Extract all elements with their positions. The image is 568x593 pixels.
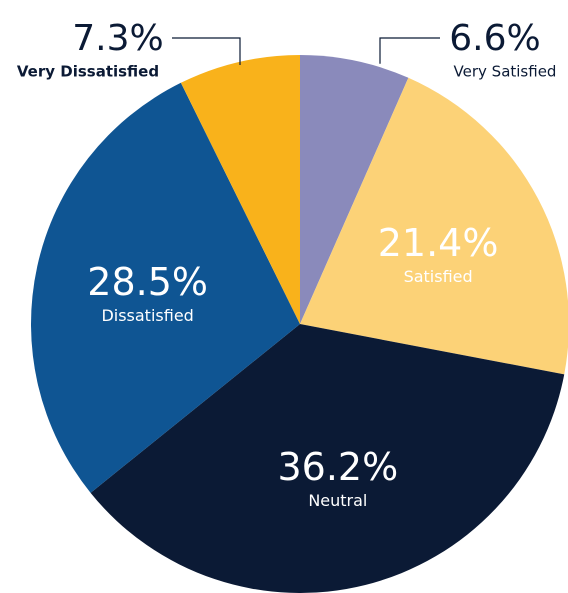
value-label: 6.6% bbox=[449, 18, 540, 59]
leader-line bbox=[172, 37, 241, 66]
pie-slice bbox=[180, 55, 300, 324]
pie-slice bbox=[300, 55, 409, 324]
pie-slice bbox=[31, 82, 301, 493]
value-label: 28.5% bbox=[87, 260, 208, 304]
value-label: 36.2% bbox=[277, 445, 398, 489]
value-label: 21.4% bbox=[378, 221, 499, 265]
category-label: Dissatisfied bbox=[101, 306, 193, 325]
pie-slice bbox=[90, 324, 565, 593]
category-label: Neutral bbox=[308, 491, 367, 510]
category-label: Satisfied bbox=[404, 267, 473, 286]
leader-line bbox=[379, 37, 440, 64]
pie-slice bbox=[300, 77, 568, 375]
value-label: 7.3% bbox=[72, 18, 163, 59]
category-label: Very Dissatisfied bbox=[17, 63, 159, 81]
category-label: Very Satisfied bbox=[454, 63, 557, 81]
